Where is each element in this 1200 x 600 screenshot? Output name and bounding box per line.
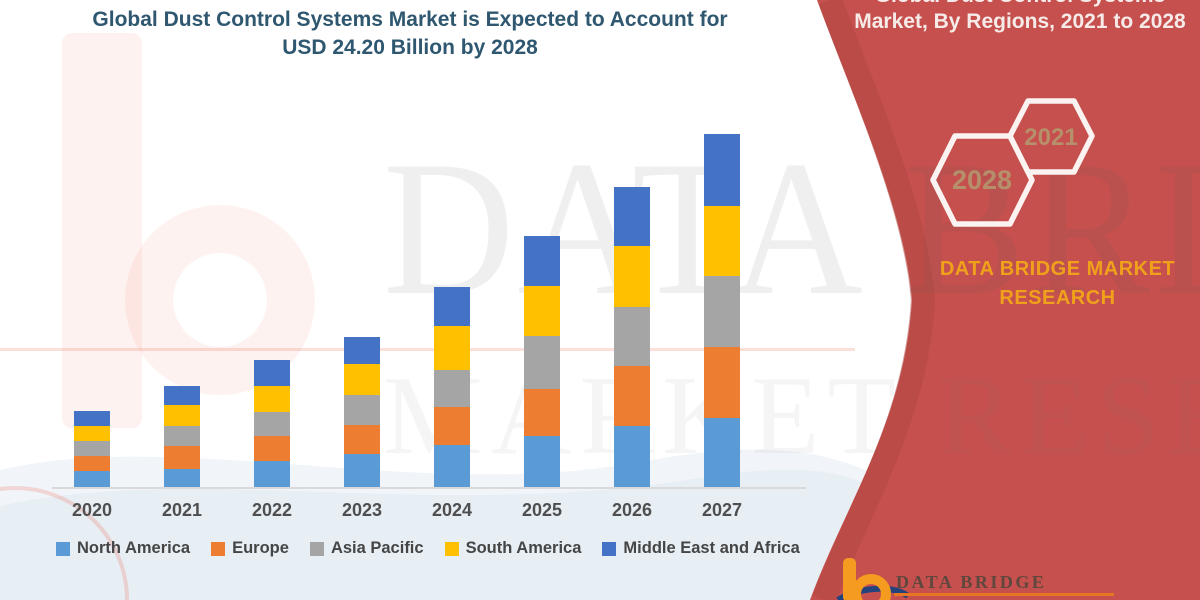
bar-segment-2026-europe bbox=[614, 366, 650, 426]
stacked-bar-2022 bbox=[254, 360, 290, 487]
x-axis-label-2025: 2025 bbox=[521, 500, 563, 520]
stacked-bar-2024 bbox=[434, 287, 470, 487]
bar-column-2025 bbox=[497, 0, 587, 487]
legend-swatch-north-america bbox=[56, 541, 70, 556]
dbmr-brand-line2: RESEARCH bbox=[999, 287, 1116, 309]
dbmr-brand-text: DATA BRIDGE MARKET RESEARCH bbox=[930, 255, 1185, 313]
chart-title-line2: USD 24.20 Billion by 2028 bbox=[282, 36, 538, 59]
x-axis-label-2020: 2020 bbox=[71, 500, 113, 520]
plot-area bbox=[47, 0, 767, 487]
banner-heading-line2: Market, By Regions, 2021 to 2028 bbox=[854, 10, 1186, 33]
bar-segment-2022-middle-east-and-africa bbox=[254, 360, 290, 386]
bar-segment-2024-europe bbox=[434, 407, 470, 445]
chart-title: Global Dust Control Systems Market is Ex… bbox=[70, 6, 750, 62]
legend-item-europe: Europe bbox=[211, 539, 289, 558]
datab-logo-watermark-stem bbox=[62, 33, 142, 428]
legend-label-asia-pacific: Asia Pacific bbox=[330, 539, 424, 557]
bar-segment-2020-europe bbox=[74, 456, 110, 471]
legend-item-asia-pacific: Asia Pacific bbox=[309, 539, 424, 558]
stacked-bar-2023 bbox=[344, 337, 380, 487]
red-banner-accent-curve bbox=[812, 0, 936, 600]
bar-segment-2024-middle-east-and-africa bbox=[434, 287, 470, 326]
bar-column-2026 bbox=[587, 0, 677, 487]
chart-title-line1: Global Dust Control Systems Market is Ex… bbox=[92, 8, 728, 31]
bar-segment-2027-asia-pacific bbox=[704, 276, 740, 347]
bar-segment-2024-asia-pacific bbox=[434, 370, 470, 407]
bar-segment-2021-asia-pacific bbox=[164, 426, 200, 446]
bar-segment-2026-middle-east-and-africa bbox=[614, 187, 650, 246]
stacked-bar-2026 bbox=[614, 187, 650, 487]
bar-column-2023 bbox=[317, 0, 407, 487]
legend-swatch-asia-pacific bbox=[309, 541, 324, 556]
bar-segment-2025-middle-east-and-africa bbox=[524, 236, 560, 286]
bar-segment-2026-north-america bbox=[614, 426, 650, 487]
bar-segment-2021-north-america bbox=[164, 469, 200, 487]
legend-swatch-south-america bbox=[444, 541, 459, 556]
bar-segment-2021-europe bbox=[164, 446, 200, 469]
bar-segment-2026-asia-pacific bbox=[614, 307, 650, 366]
bar-segment-2022-south-america bbox=[254, 386, 290, 412]
bar-segment-2023-europe bbox=[344, 425, 380, 454]
bar-segment-2025-asia-pacific bbox=[524, 336, 560, 389]
dbmr-brand-line1: DATA BRIDGE MARKET bbox=[939, 258, 1176, 280]
bar-segment-2022-asia-pacific bbox=[254, 412, 290, 436]
x-axis-label-2024: 2024 bbox=[431, 500, 473, 520]
bar-segment-2023-north-america bbox=[344, 454, 380, 487]
bar-segment-2024-south-america bbox=[434, 326, 470, 370]
bar-column-2024 bbox=[407, 0, 497, 487]
bar-segment-2021-south-america bbox=[164, 405, 200, 426]
bar-segment-2020-north-america bbox=[74, 471, 110, 487]
banner-heading-line1-clipped: Global Dust Control Systems bbox=[840, 0, 1200, 9]
x-axis-label-2021: 2021 bbox=[161, 500, 203, 520]
bar-column-2022 bbox=[227, 0, 317, 487]
legend-label-north-america: North America bbox=[77, 539, 191, 557]
legend-item-south-america: South America bbox=[444, 539, 582, 558]
bar-segment-2025-south-america bbox=[524, 286, 560, 336]
legend-label-europe: Europe bbox=[232, 539, 289, 557]
x-axis-label-2027: 2027 bbox=[701, 500, 743, 520]
bar-segment-2027-north-america bbox=[704, 418, 740, 487]
stacked-bar-2020 bbox=[74, 411, 110, 487]
red-banner-shape bbox=[810, 0, 1200, 600]
stacked-bar-2027 bbox=[704, 134, 740, 487]
bar-segment-2020-south-america bbox=[74, 426, 110, 441]
bar-segment-2024-north-america bbox=[434, 445, 470, 487]
legend-swatch-middle-east-and-africa bbox=[602, 541, 617, 556]
bar-segment-2023-middle-east-and-africa bbox=[344, 337, 380, 364]
x-axis-label-2022: 2022 bbox=[251, 500, 293, 520]
x-axis-labels: 2020 2021 2022 2023 2024 2025 2026 2027 bbox=[47, 500, 767, 521]
bar-segment-2021-middle-east-and-africa bbox=[164, 386, 200, 405]
bar-segment-2023-south-america bbox=[344, 364, 380, 395]
legend-item-north-america: North America bbox=[56, 539, 190, 558]
stacked-bar-2021 bbox=[164, 386, 200, 487]
bar-segment-2027-middle-east-and-africa bbox=[704, 134, 740, 206]
bar-segment-2025-europe bbox=[524, 389, 560, 436]
x-axis-label-2023: 2023 bbox=[341, 500, 383, 520]
legend-label-middle-east-and-africa: Middle East and Africa bbox=[623, 539, 800, 557]
bar-column-2020 bbox=[47, 0, 137, 487]
bar-segment-2020-asia-pacific bbox=[74, 441, 110, 456]
bar-column-2021 bbox=[137, 0, 227, 487]
bar-segment-2027-europe bbox=[704, 347, 740, 418]
bar-segment-2023-asia-pacific bbox=[344, 395, 380, 425]
bar-segment-2026-south-america bbox=[614, 246, 650, 307]
bar-segment-2027-south-america bbox=[704, 206, 740, 276]
bar-segment-2022-europe bbox=[254, 436, 290, 461]
bar-segment-2025-north-america bbox=[524, 436, 560, 487]
legend-label-south-america: South America bbox=[465, 539, 582, 557]
x-axis-label-2026: 2026 bbox=[611, 500, 653, 520]
bar-column-2027 bbox=[677, 0, 767, 487]
legend-item-middle-east-and-africa: Middle East and Africa bbox=[602, 539, 800, 558]
x-axis-line bbox=[52, 487, 806, 489]
legend-swatch-europe bbox=[211, 541, 226, 556]
bar-segment-2020-middle-east-and-africa bbox=[74, 411, 110, 426]
chart-legend: North America Europe Asia Pacific South Ame… bbox=[56, 539, 800, 558]
stacked-bar-2025 bbox=[524, 236, 560, 487]
bar-segment-2022-north-america bbox=[254, 461, 290, 487]
